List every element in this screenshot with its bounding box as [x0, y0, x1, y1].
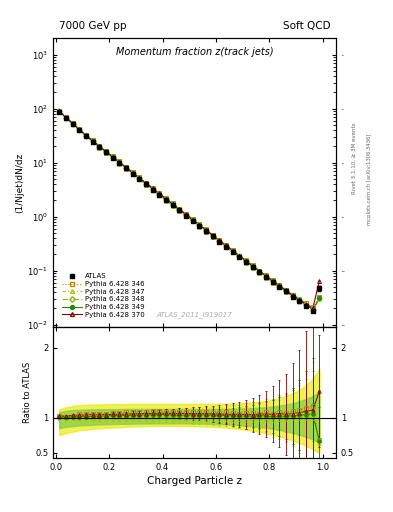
Text: Rivet 3.1.10, ≥ 3M events: Rivet 3.1.10, ≥ 3M events — [352, 123, 357, 195]
Text: Momentum fraction z(track jets): Momentum fraction z(track jets) — [116, 47, 274, 57]
Text: Soft QCD: Soft QCD — [283, 21, 331, 31]
Y-axis label: (1/Njet)dN/dz: (1/Njet)dN/dz — [16, 153, 25, 213]
Legend: ATLAS, Pythia 6.428 346, Pythia 6.428 347, Pythia 6.428 348, Pythia 6.428 349, P: ATLAS, Pythia 6.428 346, Pythia 6.428 34… — [59, 270, 148, 321]
Y-axis label: Ratio to ATLAS: Ratio to ATLAS — [23, 362, 32, 423]
X-axis label: Charged Particle z: Charged Particle z — [147, 476, 242, 486]
Text: ATLAS_2011_I919017: ATLAS_2011_I919017 — [157, 312, 232, 318]
Text: mcplots.cern.ch [arXiv:1306.3436]: mcplots.cern.ch [arXiv:1306.3436] — [367, 134, 373, 225]
Text: 7000 GeV pp: 7000 GeV pp — [59, 21, 126, 31]
